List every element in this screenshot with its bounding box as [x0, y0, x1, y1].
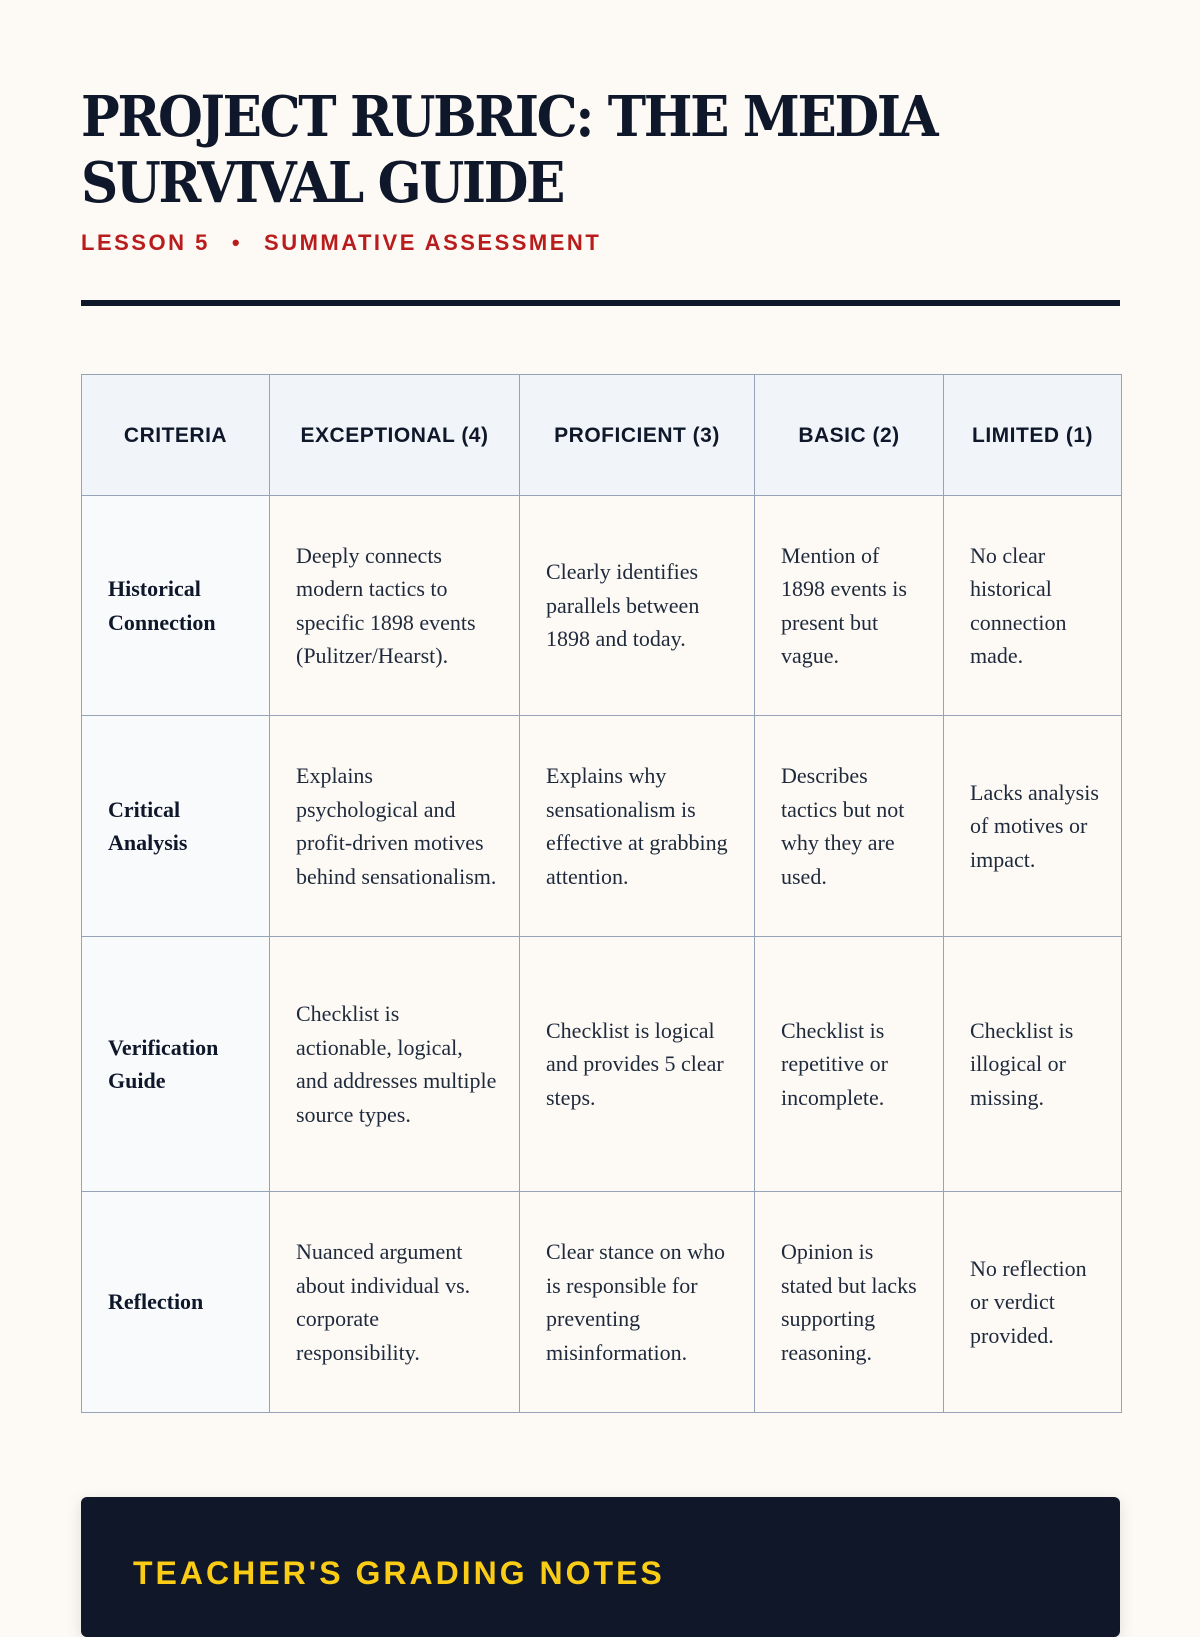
- column-header: LIMITED (1): [943, 374, 1122, 496]
- column-header: EXCEPTIONAL (4): [269, 374, 520, 496]
- column-header: CRITERIA: [81, 374, 270, 496]
- column-header: BASIC (2): [754, 374, 944, 496]
- criteria-cell: Historical Connection: [81, 495, 270, 716]
- criteria-cell: Verification Guide: [81, 936, 270, 1192]
- descriptor-cell: Clear stance on who is responsible for p…: [519, 1191, 755, 1413]
- table-row: Critical Analysis Explains psychological …: [81, 715, 1122, 937]
- table-row: Reflection Nuanced argument about individ…: [81, 1191, 1122, 1413]
- criteria-cell: Critical Analysis: [81, 715, 270, 937]
- lesson-label: LESSON 5: [81, 230, 210, 255]
- grading-notes-panel: TEACHER'S GRADING NOTES: [81, 1497, 1120, 1637]
- descriptor-cell: Checklist is actionable, logical, and ad…: [269, 936, 520, 1192]
- descriptor-cell: Opinion is stated but lacks supporting r…: [754, 1191, 944, 1413]
- descriptor-cell: No clear historical connection made.: [943, 495, 1122, 716]
- descriptor-cell: Nuanced argument about individual vs. co…: [269, 1191, 520, 1413]
- descriptor-cell: Describes tactics but not why they are u…: [754, 715, 944, 937]
- descriptor-cell: Clearly identifies parallels between 189…: [519, 495, 755, 716]
- grading-notes-title: TEACHER'S GRADING NOTES: [133, 1555, 665, 1591]
- descriptor-cell: Explains why sensationalism is effective…: [519, 715, 755, 937]
- descriptor-cell: No reflection or verdict provided.: [943, 1191, 1122, 1413]
- subtitle: LESSON 5 • SUMMATIVE ASSESSMENT: [81, 230, 601, 256]
- page-title: PROJECT RUBRIC: THE MEDIA SURVIVAL GUIDE: [81, 84, 939, 216]
- descriptor-cell: Checklist is illogical or missing.: [943, 936, 1122, 1192]
- divider: [81, 300, 1120, 306]
- descriptor-cell: Explains psychological and profit-driven…: [269, 715, 520, 937]
- assessment-label: SUMMATIVE ASSESSMENT: [264, 230, 602, 255]
- rubric-table: CRITERIA EXCEPTIONAL (4) PROFICIENT (3) …: [81, 374, 1122, 1413]
- descriptor-cell: Lacks analysis of motives or impact.: [943, 715, 1122, 937]
- descriptor-cell: Checklist is repetitive or incomplete.: [754, 936, 944, 1192]
- descriptor-cell: Checklist is logical and provides 5 clea…: [519, 936, 755, 1192]
- descriptor-cell: Mention of 1898 events is present but va…: [754, 495, 944, 716]
- criteria-cell: Reflection: [81, 1191, 270, 1413]
- column-header: PROFICIENT (3): [519, 374, 755, 496]
- descriptor-cell: Deeply connects modern tactics to specif…: [269, 495, 520, 716]
- header-row: CRITERIA EXCEPTIONAL (4) PROFICIENT (3) …: [81, 374, 1122, 496]
- separator: •: [231, 230, 243, 255]
- table-row: Historical Connection Deeply connects mod…: [81, 495, 1122, 716]
- table-row: Verification Guide Checklist is actionabl…: [81, 936, 1122, 1192]
